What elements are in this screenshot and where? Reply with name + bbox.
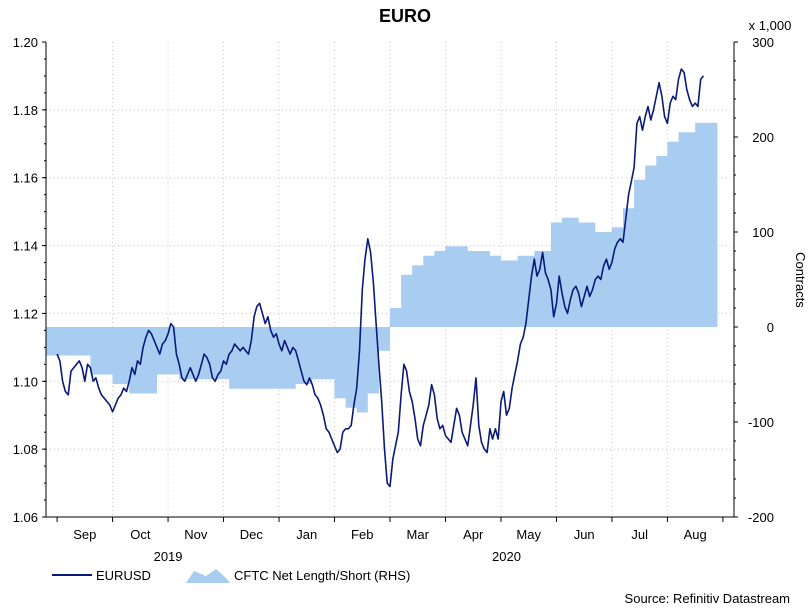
legend-eurusd-label: EURUSD <box>96 568 151 583</box>
left-tick-label: 1.14 <box>13 239 38 254</box>
cftc-net-area <box>46 122 718 413</box>
right-axis-ticks: -200 -100 0 100 200 300 <box>734 35 774 525</box>
year-label-2019: 2019 <box>154 549 183 564</box>
month-label: Aug <box>684 527 707 542</box>
left-tick-label: 1.08 <box>13 442 38 457</box>
left-tick-label: 1.16 <box>13 171 38 186</box>
left-tick-label: 1.10 <box>13 374 38 389</box>
chart-title: EURO <box>379 6 431 26</box>
right-tick-label: 200 <box>752 130 774 145</box>
month-label: Feb <box>351 527 373 542</box>
eurusd-line <box>56 68 705 488</box>
right-tick-label: -100 <box>748 415 774 430</box>
right-tick-label: 100 <box>752 225 774 240</box>
left-tick-label: 1.06 <box>13 510 38 525</box>
legend-cftc-label: CFTC Net Length/Short (RHS) <box>234 568 410 583</box>
month-label: Dec <box>240 527 264 542</box>
right-tick-label: -200 <box>748 510 774 525</box>
right-axis-multiplier: x 1,000 <box>749 18 792 33</box>
month-label: Jun <box>574 527 595 542</box>
month-label: Oct <box>130 527 151 542</box>
left-tick-label: 1.18 <box>13 103 38 118</box>
source-note: Source: Refinitiv Datastream <box>625 591 790 606</box>
month-label: May <box>516 527 541 542</box>
left-tick-label: 1.12 <box>13 306 38 321</box>
month-label: Nov <box>184 527 208 542</box>
month-label: Sep <box>73 527 96 542</box>
eurusd-line-layer <box>56 68 705 488</box>
right-tick-label: 300 <box>752 35 774 50</box>
left-tick-label: 1.20 <box>13 35 38 50</box>
month-label: Jul <box>631 527 648 542</box>
month-label: Mar <box>407 527 430 542</box>
right-tick-label: 0 <box>767 320 774 335</box>
legend-cftc-swatch <box>186 569 230 583</box>
cftc-area-layer <box>46 122 718 413</box>
legend: EURUSD CFTC Net Length/Short (RHS) <box>52 568 410 583</box>
year-label-2020: 2020 <box>492 549 521 564</box>
left-axis-ticks: 1.06 1.08 1.10 1.12 1.14 1.16 1.18 1.20 <box>13 35 46 525</box>
month-label: Jan <box>296 527 317 542</box>
right-axis-label: Contracts <box>793 252 808 308</box>
x-axis-ticks: Sep Oct Nov Dec Jan Feb Mar Apr May Jun Jul Aug 2019… <box>56 517 724 564</box>
month-label: Apr <box>463 527 484 542</box>
